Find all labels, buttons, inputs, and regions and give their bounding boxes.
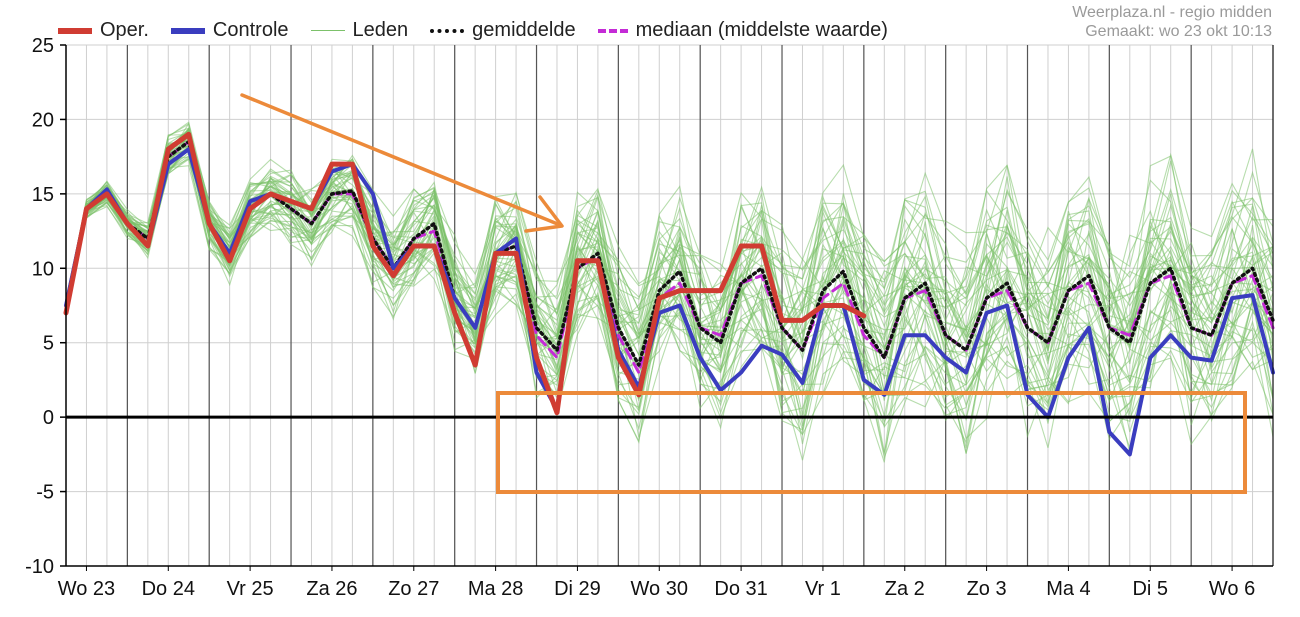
x-tick-label: Wo 6 (1209, 578, 1255, 600)
x-tick-label: Zo 27 (388, 578, 439, 600)
annotations (240, 93, 1247, 494)
annotation-box (496, 391, 1247, 494)
member-line (65, 133, 1274, 377)
member-line (65, 136, 1274, 407)
legend-gemiddelde-swatch (430, 28, 465, 33)
credit-line-1: Weerplaza.nl - regio midden (1072, 4, 1272, 21)
legend-leden-label: Leden (352, 19, 409, 41)
member-line (65, 132, 1274, 349)
x-tick-label: Wo 23 (58, 578, 115, 600)
x-tick-label: Do 31 (714, 578, 767, 600)
y-tick-label: 25 (32, 35, 54, 57)
credit-line-2: Gemaakt: wo 23 okt 10:13 (1085, 23, 1272, 40)
x-tick-label: Di 5 (1132, 578, 1168, 600)
y-tick-label: 0 (43, 407, 54, 429)
legend-gemiddelde: gemiddelde (430, 19, 576, 42)
y-tick-label: -5 (36, 482, 54, 504)
x-tick-label: Vr 1 (805, 578, 841, 600)
x-tick-label: Ma 28 (468, 578, 524, 600)
legend-oper-label: Oper. (100, 19, 149, 41)
legend-oper: Oper. (58, 19, 149, 42)
legend-controle: Controle (170, 19, 289, 42)
member-line (65, 148, 1274, 455)
legend-gemiddelde-label: gemiddelde (472, 19, 576, 41)
x-tick-label: Vr 25 (227, 578, 274, 600)
member-line (65, 127, 1274, 327)
legend-oper-swatch (58, 27, 92, 34)
y-tick-label: 20 (32, 109, 54, 131)
legend-controle-label: Controle (212, 19, 289, 41)
series-lines (63, 131, 1275, 457)
member-line (65, 158, 1274, 438)
x-tick-label: Do 24 (142, 578, 195, 600)
legend-leden-swatch (310, 30, 345, 31)
y-tick-label: 10 (32, 258, 54, 280)
x-tick-label: Wo 30 (631, 578, 688, 600)
member-line (65, 127, 1274, 352)
annotation-arrow-shaft (240, 93, 562, 227)
member-line (65, 147, 1274, 441)
credit: Weerplaza.nl - regio midden Gemaakt: wo … (1072, 3, 1272, 41)
axes: -10 -5 0 5 10 15 20 25 Wo 23 Do 24 Vr 25 Za 26 Zo 27… (25, 35, 1274, 600)
x-tick-label: Zo 3 (967, 578, 1007, 600)
legend-controle-swatch (170, 27, 205, 34)
ensemble-members (65, 121, 1274, 463)
legend-mediaan-swatch (597, 28, 628, 33)
legend: Oper. Controle Leden gemiddelde mediaan … (58, 19, 910, 42)
x-tick-label: Di 29 (554, 578, 601, 600)
annotation-arrow-head (524, 195, 564, 233)
member-line (65, 165, 1274, 453)
y-tick-label: -10 (25, 556, 54, 578)
x-tick-label: Za 26 (306, 578, 357, 600)
x-tick-label: Ma 4 (1046, 578, 1090, 600)
x-tick-label: Za 2 (885, 578, 925, 600)
legend-mediaan-label: mediaan (middelste waarde) (635, 19, 888, 41)
y-tick-label: 15 (32, 184, 54, 206)
y-tick-label: 5 (43, 333, 54, 355)
legend-mediaan: mediaan (middelste waarde) (597, 19, 888, 42)
legend-leden: Leden (310, 19, 409, 42)
member-line (65, 130, 1274, 386)
series-oper (63, 131, 867, 416)
member-line (65, 151, 1274, 401)
member-line (65, 121, 1274, 322)
member-line (65, 148, 1274, 362)
